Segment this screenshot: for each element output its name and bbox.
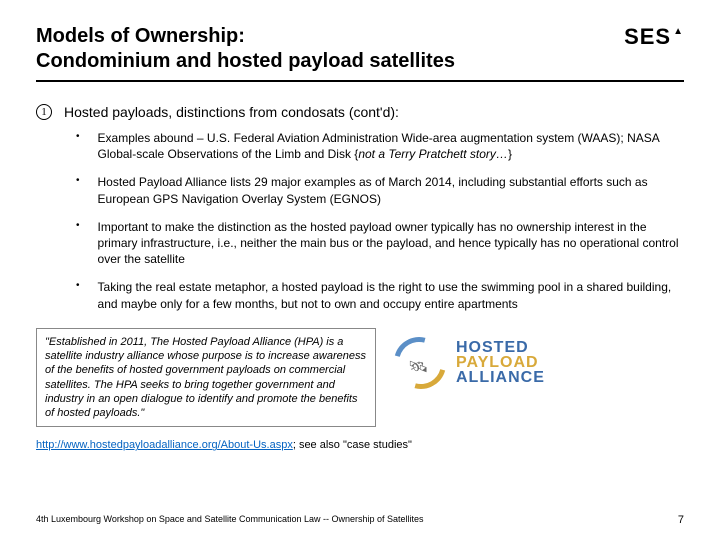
list-item: • Important to make the distinction as t… — [76, 219, 684, 268]
hpa-line2: PAYLOAD — [456, 355, 545, 370]
bullet-icon: • — [76, 130, 80, 162]
sub-item-text: Hosted Payload Alliance lists 29 major e… — [98, 174, 684, 206]
logo-text: SES — [624, 24, 671, 50]
bullet-icon: • — [76, 279, 80, 311]
slide-title: Models of Ownership: Condominium and hos… — [36, 24, 455, 74]
title-line-1: Models of Ownership: — [36, 25, 245, 47]
main-heading: Hosted payloads, distinctions from condo… — [64, 104, 399, 120]
quote-box: "Established in 2011, The Hosted Payload… — [36, 328, 376, 428]
sub-item-text: Taking the real estate metaphor, a hoste… — [98, 279, 684, 311]
hpa-url-link[interactable]: http://www.hostedpayloadalliance.org/Abo… — [36, 439, 293, 451]
slide-header: Models of Ownership: Condominium and hos… — [36, 24, 684, 82]
sub-item-text: Examples abound – U.S. Federal Aviation … — [98, 130, 684, 162]
bullet-icon: • — [76, 219, 80, 268]
circled-number-icon: 1 — [36, 104, 52, 120]
bullet-icon: • — [76, 174, 80, 206]
page-number: 7 — [678, 514, 684, 526]
main-bullet: 1 Hosted payloads, distinctions from con… — [36, 104, 684, 120]
footer-text: 4th Luxembourg Workshop on Space and Sat… — [36, 514, 424, 526]
list-item: • Examples abound – U.S. Federal Aviatio… — [76, 130, 684, 162]
ses-logo: SES ▲ — [624, 24, 684, 50]
list-item: • Hosted Payload Alliance lists 29 major… — [76, 174, 684, 206]
sub-item-text: Important to make the distinction as the… — [98, 219, 684, 268]
slide-footer: 4th Luxembourg Workshop on Space and Sat… — [36, 514, 684, 526]
link-suffix: ; see also "case studies" — [293, 439, 412, 451]
list-item: • Taking the real estate metaphor, a hos… — [76, 279, 684, 311]
link-row: http://www.hostedpayloadalliance.org/Abo… — [36, 439, 684, 451]
logo-triangle-icon: ▲ — [673, 26, 684, 37]
hpa-line3: ALLIANCE — [456, 370, 545, 385]
hpa-line1: HOSTED — [456, 340, 545, 355]
satellite-icon: 🛰 — [408, 357, 428, 377]
hpa-emblem-icon: 🛰 — [390, 333, 450, 393]
title-line-2: Condominium and hosted payload satellite… — [36, 50, 455, 72]
hpa-logo: 🛰 HOSTED PAYLOAD ALLIANCE — [390, 328, 610, 398]
hpa-logo-text: HOSTED PAYLOAD ALLIANCE — [456, 340, 545, 386]
sub-bullet-list: • Examples abound – U.S. Federal Aviatio… — [36, 130, 684, 312]
quote-row: "Established in 2011, The Hosted Payload… — [36, 328, 684, 428]
